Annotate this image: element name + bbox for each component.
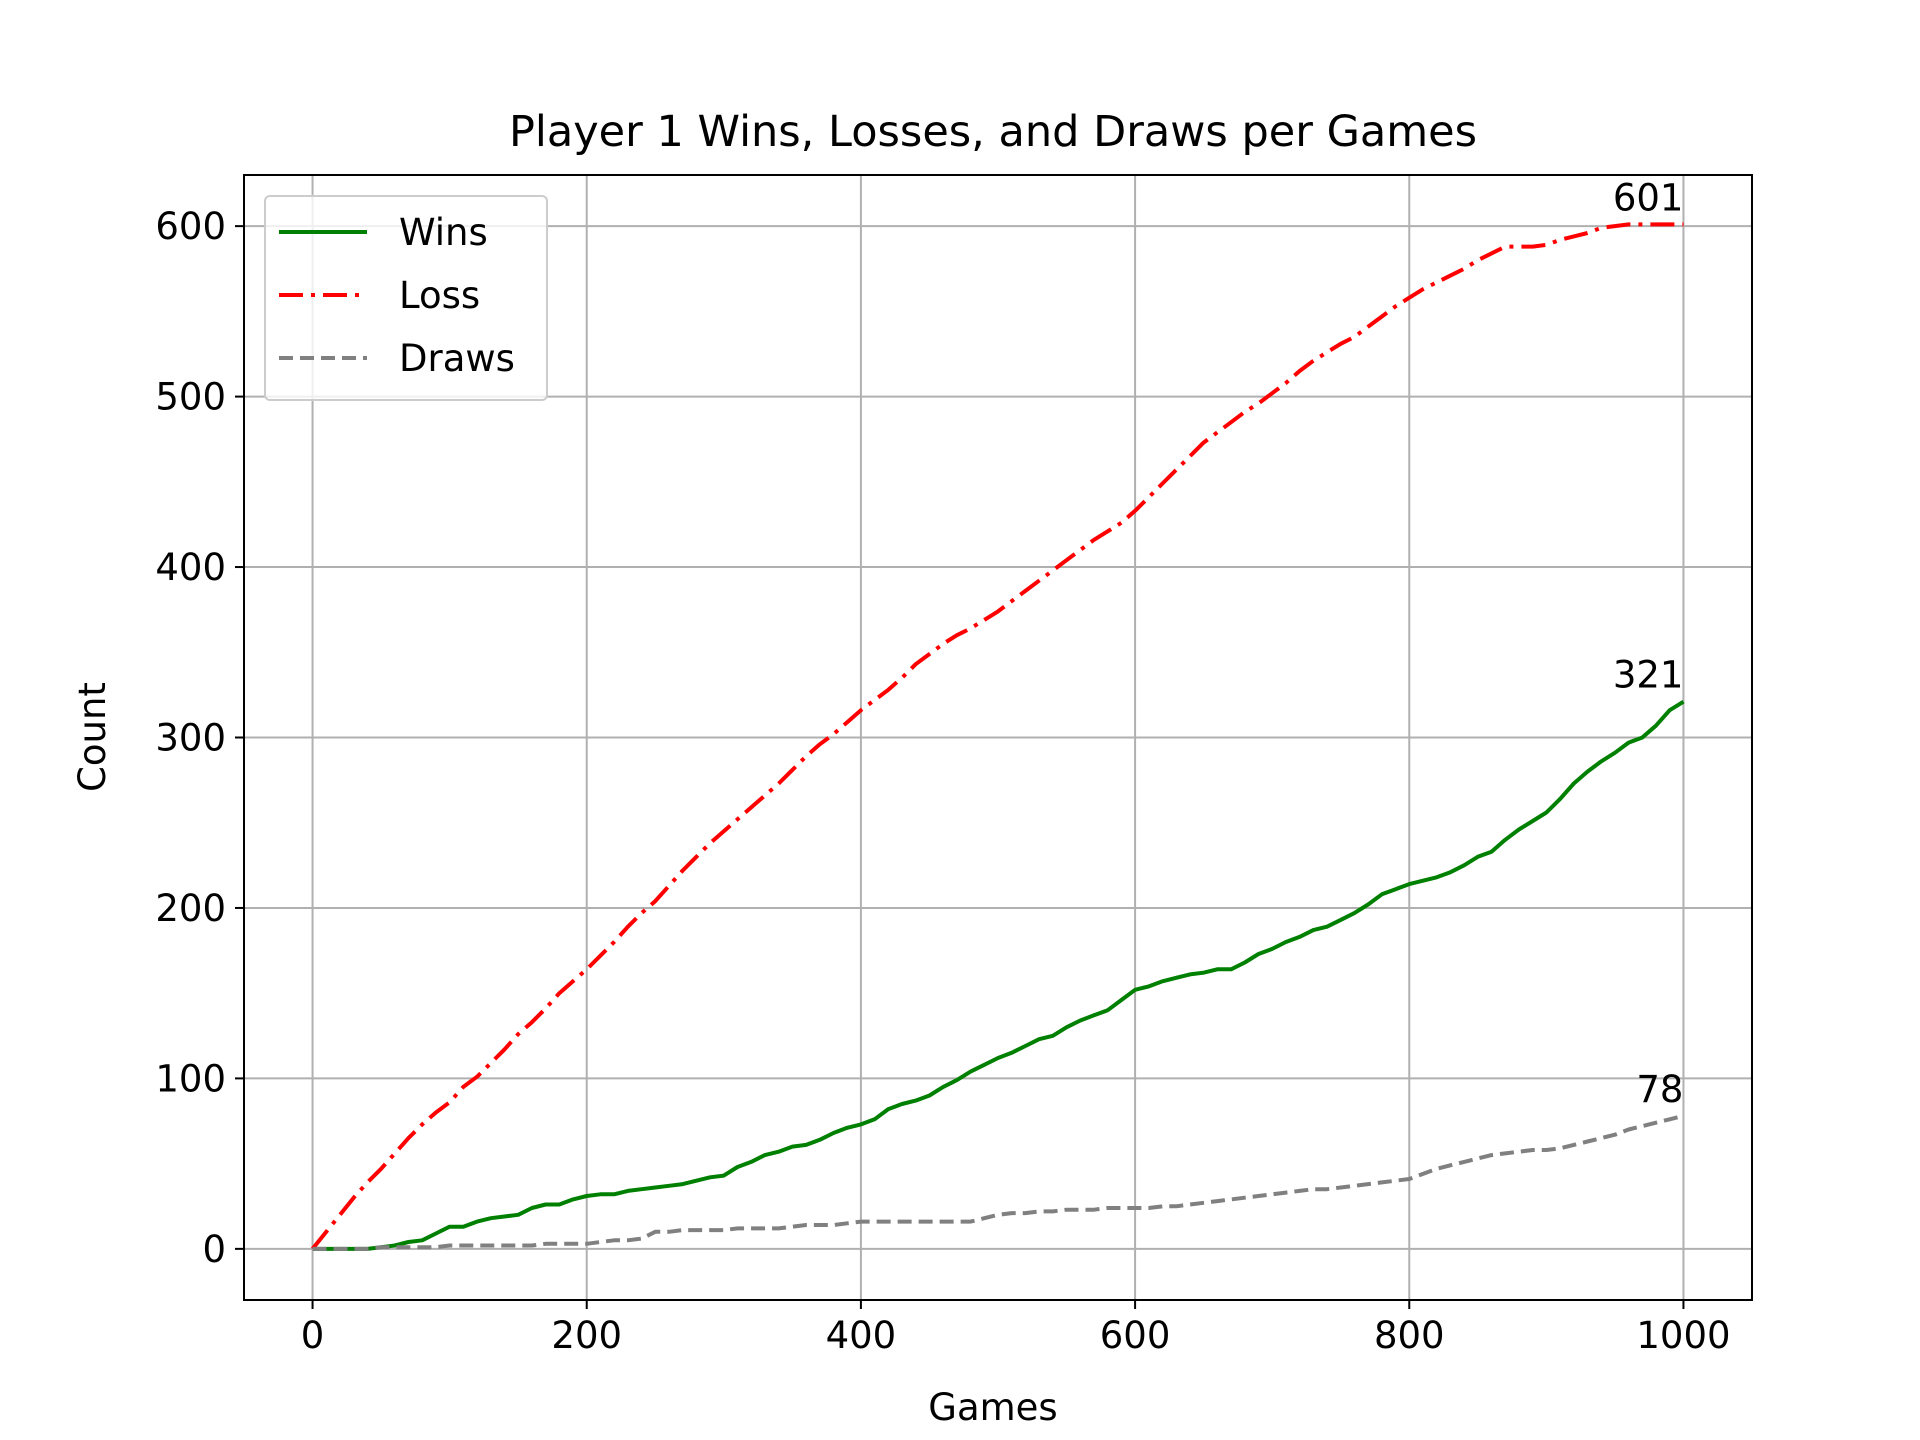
y-tick-label: 600 bbox=[155, 205, 226, 248]
x-axis-label: Games bbox=[928, 1386, 1057, 1429]
x-tick-label: 200 bbox=[551, 1314, 622, 1357]
y-axis-label: Count bbox=[71, 682, 114, 792]
x-tick-label: 0 bbox=[301, 1314, 325, 1357]
legend-label-loss: Loss bbox=[399, 274, 480, 317]
y-tick-label: 100 bbox=[155, 1057, 226, 1100]
legend-label-draws: Draws bbox=[399, 337, 515, 380]
end-labels: 321 601 78 bbox=[1613, 176, 1684, 1110]
y-tick-label: 200 bbox=[155, 887, 226, 930]
y-tick-label: 400 bbox=[155, 546, 226, 589]
series-line-wins bbox=[312, 699, 1685, 1251]
chart-title: Player 1 Wins, Losses, and Draws per Gam… bbox=[509, 107, 1477, 157]
series-layer bbox=[310, 222, 1685, 1251]
x-tick-label: 600 bbox=[1100, 1314, 1171, 1357]
x-tick-label: 400 bbox=[826, 1314, 897, 1357]
x-tick-label: 1000 bbox=[1636, 1314, 1730, 1357]
y-tick-label: 0 bbox=[202, 1228, 226, 1271]
x-axis: 0 200 400 600 800 1000 bbox=[301, 1300, 1731, 1357]
legend-box bbox=[264, 195, 548, 401]
y-tick-label: 500 bbox=[155, 376, 226, 419]
end-value-label-draws: 78 bbox=[1636, 1068, 1683, 1111]
y-axis: 0 100 200 300 400 500 600 bbox=[155, 205, 244, 1271]
x-tick-label: 800 bbox=[1374, 1314, 1445, 1357]
grid bbox=[244, 175, 1752, 1300]
series-line-loss bbox=[310, 222, 1684, 1251]
legend-label-wins: Wins bbox=[399, 211, 488, 254]
y-tick-label: 300 bbox=[155, 717, 226, 760]
end-value-label-loss: 601 bbox=[1613, 176, 1684, 219]
legend: Wins Loss Draws bbox=[264, 195, 548, 401]
end-value-label-wins: 321 bbox=[1613, 654, 1684, 697]
